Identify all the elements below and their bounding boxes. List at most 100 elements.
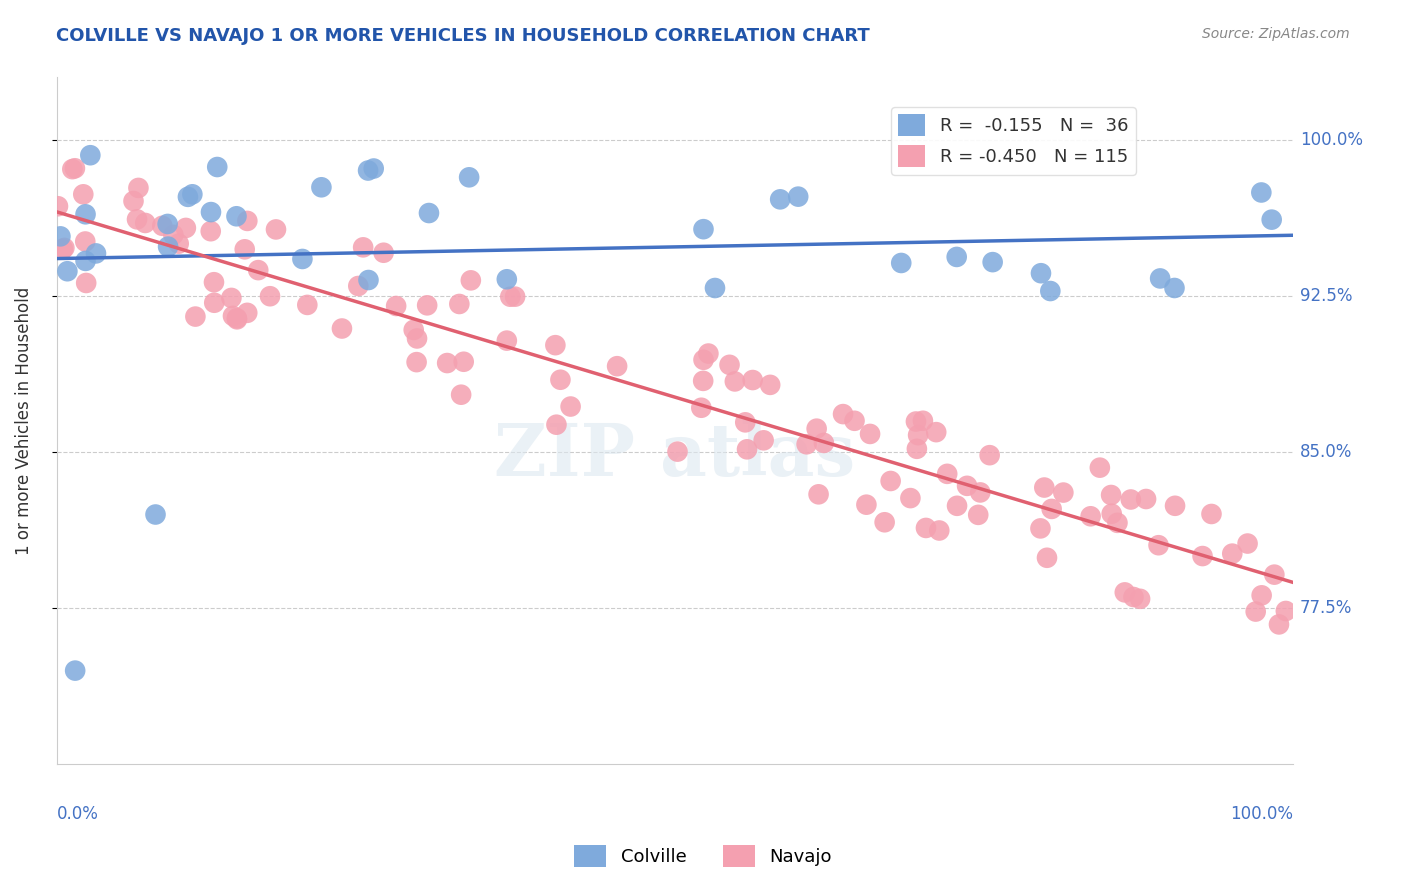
Y-axis label: 1 or more Vehicles in Household: 1 or more Vehicles in Household — [15, 286, 32, 555]
Navajo — [1263, 567, 1285, 582]
Navajo — [666, 444, 689, 458]
Colville — [1163, 281, 1185, 295]
Navajo — [606, 359, 628, 374]
Navajo — [936, 467, 959, 481]
Navajo — [904, 415, 927, 429]
Navajo — [1114, 585, 1136, 599]
Navajo — [125, 212, 148, 227]
Colville — [1149, 271, 1171, 285]
Navajo — [202, 295, 225, 310]
Colville — [1039, 284, 1062, 298]
Colville — [945, 250, 967, 264]
Colville — [145, 508, 167, 522]
Navajo — [900, 491, 922, 505]
Colville — [157, 239, 180, 253]
Navajo — [200, 224, 222, 238]
Navajo — [1080, 509, 1102, 524]
Navajo — [46, 199, 69, 213]
Navajo — [1107, 516, 1129, 530]
Navajo — [1164, 499, 1187, 513]
Navajo — [546, 417, 568, 432]
Navajo — [1088, 460, 1111, 475]
Navajo — [844, 414, 866, 428]
Navajo — [832, 407, 855, 421]
Navajo — [855, 498, 877, 512]
Colville — [200, 205, 222, 219]
Navajo — [1191, 549, 1213, 563]
Navajo — [236, 306, 259, 320]
Navajo — [692, 352, 714, 367]
Navajo — [1135, 491, 1157, 506]
Navajo — [184, 310, 207, 324]
Colville — [692, 222, 714, 236]
Navajo — [259, 289, 281, 303]
Colville — [291, 252, 314, 266]
Navajo — [150, 219, 173, 233]
Navajo — [174, 221, 197, 235]
Navajo — [956, 479, 979, 493]
Navajo — [72, 187, 94, 202]
Navajo — [449, 297, 471, 311]
Navajo — [1244, 605, 1267, 619]
Navajo — [915, 521, 938, 535]
Navajo — [911, 414, 934, 428]
Colville — [84, 246, 107, 260]
Text: 85.0%: 85.0% — [1301, 443, 1353, 461]
Navajo — [222, 309, 245, 323]
Navajo — [297, 298, 319, 312]
Navajo — [969, 485, 991, 500]
Navajo — [697, 346, 720, 360]
Navajo — [236, 214, 259, 228]
Text: ZIP atlas: ZIP atlas — [494, 420, 855, 491]
Navajo — [813, 436, 835, 450]
Navajo — [1029, 521, 1052, 535]
Navajo — [1201, 507, 1223, 521]
Navajo — [544, 338, 567, 352]
Colville — [156, 217, 179, 231]
Navajo — [724, 375, 747, 389]
Navajo — [122, 194, 145, 208]
Navajo — [1033, 481, 1056, 495]
Navajo — [226, 312, 249, 326]
Colville — [207, 160, 229, 174]
Navajo — [436, 356, 458, 370]
Navajo — [373, 245, 395, 260]
Text: 0.0%: 0.0% — [56, 805, 98, 823]
Navajo — [385, 299, 408, 313]
Navajo — [352, 240, 374, 254]
Navajo — [735, 442, 758, 457]
Colville — [311, 180, 333, 194]
Navajo — [134, 216, 156, 230]
Navajo — [1052, 485, 1074, 500]
Navajo — [796, 437, 818, 451]
Navajo — [127, 181, 149, 195]
Navajo — [202, 275, 225, 289]
Navajo — [925, 425, 948, 439]
Navajo — [550, 373, 572, 387]
Navajo — [560, 400, 582, 414]
Colville — [79, 148, 101, 162]
Colville — [357, 163, 380, 178]
Colville — [225, 209, 247, 223]
Colville — [1250, 186, 1272, 200]
Navajo — [1268, 617, 1291, 632]
Navajo — [759, 377, 782, 392]
Navajo — [692, 374, 714, 388]
Navajo — [946, 499, 969, 513]
Navajo — [460, 273, 482, 287]
Colville — [75, 207, 97, 221]
Text: COLVILLE VS NAVAJO 1 OR MORE VEHICLES IN HOUSEHOLD CORRELATION CHART: COLVILLE VS NAVAJO 1 OR MORE VEHICLES IN… — [56, 27, 870, 45]
Navajo — [1122, 590, 1144, 604]
Navajo — [503, 290, 526, 304]
Navajo — [907, 428, 929, 442]
Colville — [1029, 266, 1052, 280]
Navajo — [1147, 538, 1170, 552]
Colville — [1260, 212, 1282, 227]
Navajo — [1036, 550, 1059, 565]
Navajo — [1220, 547, 1243, 561]
Navajo — [453, 355, 475, 369]
Navajo — [873, 515, 896, 529]
Navajo — [928, 524, 950, 538]
Navajo — [167, 236, 190, 251]
Navajo — [718, 358, 741, 372]
